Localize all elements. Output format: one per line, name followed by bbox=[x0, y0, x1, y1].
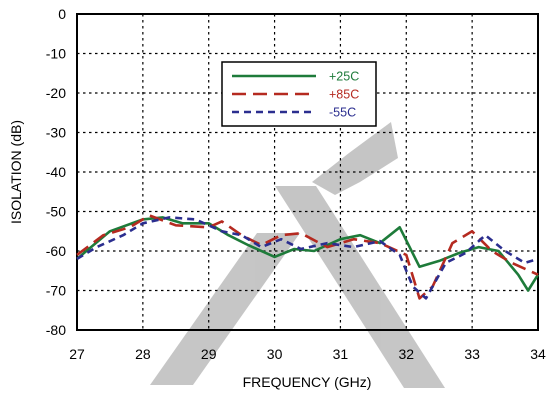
series-line-55c bbox=[76, 216, 539, 300]
legend: +25C +85C -55C bbox=[221, 61, 377, 127]
plot-frame bbox=[76, 13, 539, 331]
y-tick-labels: 0 -10 -20 -30 -40 -50 -60 -70 -80 bbox=[46, 6, 66, 338]
y-tick-label: -50 bbox=[46, 204, 66, 220]
y-tick-label: -20 bbox=[46, 85, 66, 101]
x-tick-label: 28 bbox=[135, 346, 151, 362]
x-tick-label: 31 bbox=[333, 346, 349, 362]
y-tick-label: -30 bbox=[46, 125, 66, 141]
watermark-logo bbox=[150, 122, 445, 388]
y-tick-label: -80 bbox=[46, 322, 66, 338]
watermark-stroke-2 bbox=[275, 186, 445, 388]
x-tick-label: 29 bbox=[201, 346, 217, 362]
legend-label: +25C bbox=[329, 70, 359, 84]
watermark-stroke-1 bbox=[150, 233, 300, 385]
x-tick-label: 27 bbox=[69, 346, 85, 362]
y-tick-label: 0 bbox=[58, 6, 66, 22]
y-tick-label: -40 bbox=[46, 164, 66, 180]
x-tick-labels: 27 28 29 30 31 32 33 34 bbox=[69, 346, 546, 362]
x-tick-label: 34 bbox=[530, 346, 546, 362]
y-tick-label: -10 bbox=[46, 46, 66, 62]
x-tick-label: 30 bbox=[267, 346, 283, 362]
x-axis-title: FREQUENCY (GHz) bbox=[243, 374, 372, 390]
series-layer bbox=[76, 214, 540, 300]
y-tick-label: -60 bbox=[46, 243, 66, 259]
series-line-85c bbox=[76, 214, 539, 300]
y-tick-label: -70 bbox=[46, 283, 66, 299]
legend-label: -55C bbox=[329, 106, 356, 120]
x-tick-label: 33 bbox=[464, 346, 480, 362]
series-line-25c bbox=[76, 216, 540, 292]
watermark-stroke-3 bbox=[312, 122, 398, 195]
y-axis-title: ISOLATION (dB) bbox=[8, 120, 24, 224]
legend-label: +85C bbox=[329, 88, 359, 102]
x-tick-label: 32 bbox=[398, 346, 414, 362]
